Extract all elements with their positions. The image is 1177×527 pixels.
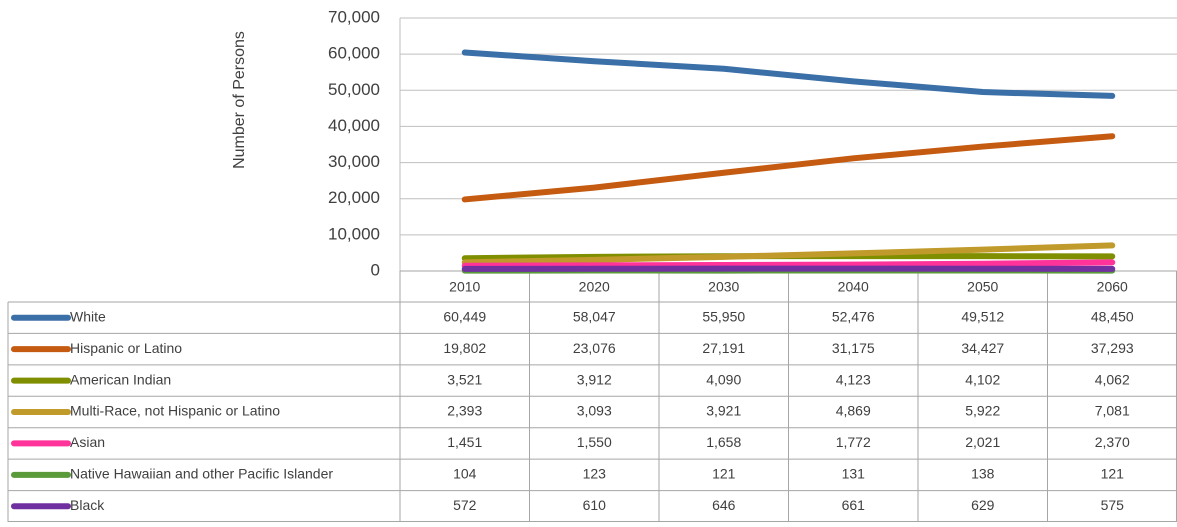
x-tick-label: 2050 xyxy=(967,279,998,295)
legend-label: Asian xyxy=(70,434,105,450)
table-cell: 48,450 xyxy=(1091,308,1134,324)
y-axis-title: Number of Persons xyxy=(231,31,248,169)
y-tick-label: 50,000 xyxy=(328,80,380,99)
table-cell: 49,512 xyxy=(961,308,1004,324)
x-tick-label: 2040 xyxy=(838,279,869,295)
table-cell: 34,427 xyxy=(961,340,1004,356)
table-cell: 52,476 xyxy=(832,308,875,324)
table-cell: 1,772 xyxy=(836,434,871,450)
table-cell: 121 xyxy=(1101,466,1125,482)
table-cell: 3,093 xyxy=(577,403,612,419)
y-tick-label: 0 xyxy=(371,260,380,279)
x-tick-label: 2030 xyxy=(708,279,739,295)
legend-label: White xyxy=(70,308,106,324)
table-cell: 4,102 xyxy=(965,371,1000,387)
legend-label: Multi-Race, not Hispanic or Latino xyxy=(70,403,280,419)
table-cell: 646 xyxy=(712,497,736,513)
table-cell: 2,021 xyxy=(965,434,1000,450)
x-tick-label: 2010 xyxy=(449,279,480,295)
series-line xyxy=(465,136,1113,199)
y-tick-label: 30,000 xyxy=(328,152,380,171)
table-cell: 4,869 xyxy=(836,403,871,419)
table-cell: 3,912 xyxy=(577,371,612,387)
y-tick-label: 60,000 xyxy=(328,44,380,63)
legend-label: Hispanic or Latino xyxy=(70,340,182,356)
table-cell: 123 xyxy=(583,466,607,482)
table-cell: 19,802 xyxy=(443,340,486,356)
y-tick-label: 20,000 xyxy=(328,188,380,207)
series-line xyxy=(465,53,1113,96)
table-cell: 37,293 xyxy=(1091,340,1134,356)
table-cell: 4,090 xyxy=(706,371,741,387)
x-tick-label: 2060 xyxy=(1097,279,1128,295)
table-cell: 3,921 xyxy=(706,403,741,419)
table-cell: 1,451 xyxy=(447,434,482,450)
table-cell: 629 xyxy=(971,497,995,513)
table-cell: 55,950 xyxy=(702,308,745,324)
table-cell: 2,393 xyxy=(447,403,482,419)
table-cell: 27,191 xyxy=(702,340,745,356)
table-cell: 104 xyxy=(453,466,477,482)
table-cell: 23,076 xyxy=(573,340,616,356)
table-cell: 2,370 xyxy=(1095,434,1130,450)
table-cell: 661 xyxy=(842,497,866,513)
y-tick-label: 40,000 xyxy=(328,116,380,135)
table-cell: 7,081 xyxy=(1095,403,1130,419)
table-cell: 138 xyxy=(971,466,995,482)
table-cell: 1,658 xyxy=(706,434,741,450)
table-cell: 60,449 xyxy=(443,308,486,324)
table-cell: 58,047 xyxy=(573,308,616,324)
table-cell: 3,521 xyxy=(447,371,482,387)
table-cell: 4,123 xyxy=(836,371,871,387)
legend-label: Native Hawaiian and other Pacific Island… xyxy=(70,466,333,482)
legend-label: American Indian xyxy=(70,371,171,387)
table-cell: 1,550 xyxy=(577,434,612,450)
table-cell: 610 xyxy=(583,497,607,513)
series-line xyxy=(465,262,1113,265)
table-cell: 31,175 xyxy=(832,340,875,356)
y-tick-label: 70,000 xyxy=(328,7,380,26)
table-cell: 572 xyxy=(453,497,477,513)
x-tick-label: 2020 xyxy=(579,279,610,295)
table-cell: 4,062 xyxy=(1095,371,1130,387)
table-cell: 5,922 xyxy=(965,403,1000,419)
y-tick-label: 10,000 xyxy=(328,224,380,243)
legend-label: Black xyxy=(70,497,105,513)
table-cell: 121 xyxy=(712,466,736,482)
table-cell: 131 xyxy=(842,466,866,482)
table-cell: 575 xyxy=(1101,497,1125,513)
